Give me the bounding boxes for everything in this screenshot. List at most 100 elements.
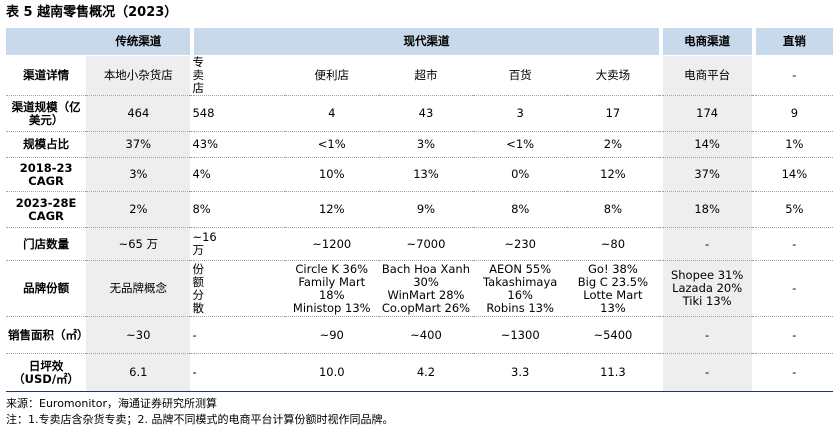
header-corner — [6, 28, 87, 56]
brand-share-line: AEON 55% — [489, 261, 552, 276]
row-label: 2018-23 CAGR — [6, 157, 87, 192]
row-label: 门店数量 — [6, 227, 87, 261]
table-cell: 43 — [378, 95, 474, 132]
table-row: 日坪效（USD/㎡） 6.1-10.0 4.2 3.3 11.3- - — [6, 353, 833, 392]
table-cell: ~16 万 — [190, 227, 217, 261]
table-cell: Shopee 31% Lazada 20% Tiki 13% — [662, 260, 752, 317]
table-cell: 12% — [284, 191, 379, 228]
table-cell: - — [755, 353, 833, 392]
row-label: 日坪效（USD/㎡） — [6, 353, 87, 392]
table-cell: 37% — [662, 157, 752, 192]
brand-share-line: Circle K 36% — [295, 261, 369, 276]
brand-share-line: Co.opMart 26% — [381, 300, 471, 315]
row-label: 2023-28E CAGR — [6, 191, 87, 228]
brand-share-line: Family Mart 18% — [298, 274, 366, 302]
brand-share-line: Bach Hoa Xanh 30% — [381, 261, 471, 289]
brand-share-line: Lotte Mart 13% — [583, 287, 643, 315]
table-cell: 18% — [662, 191, 752, 228]
table-cell: ~30 — [86, 316, 191, 354]
table-cell: - — [190, 316, 197, 354]
table-cell: 无品牌概念 — [86, 260, 191, 317]
table-cell: 份额分散 — [190, 260, 204, 317]
table-cell: 10% — [284, 157, 379, 192]
table-cell: 大卖场 — [567, 55, 659, 96]
table-cell: - — [755, 316, 833, 354]
table-cell: 百货 — [473, 55, 568, 96]
brand-share-line: Lazada 20% — [672, 281, 743, 295]
table-cell: 4 — [284, 95, 379, 132]
table-cell: 超市 — [378, 55, 474, 96]
table-cell: - — [662, 353, 752, 392]
table-cell: 4.2 — [378, 353, 474, 392]
row-label: 销售面积（㎡） — [6, 316, 89, 354]
table-cell: ~7000 — [378, 227, 474, 261]
table-cell: - — [755, 55, 833, 96]
table-cell: ~80 — [567, 227, 659, 261]
table-cell: - — [662, 316, 752, 354]
brand-share-line: WinMart 28% — [387, 287, 465, 302]
table-cell: 3 — [473, 95, 568, 132]
table-body: 渠道详情本地小杂货店专卖店便利店超市百货大卖场电商平台-渠道规模（亿美元）464… — [6, 55, 833, 392]
group-header-row: 传统渠道 现代渠道 电商渠道 直销 — [6, 28, 833, 56]
brand-share-line: Shopee 31% — [670, 268, 744, 282]
brand-share-line: Go! 38% — [588, 261, 638, 276]
table-cell: 3% — [378, 131, 474, 158]
source-note: 来源：Euromonitor，海通证券研究所测算 — [6, 397, 217, 410]
table-cell: 2% — [567, 131, 659, 158]
table-cell: 6.1 — [86, 353, 191, 392]
table-cell: 2% — [86, 191, 191, 228]
table-cell: 专卖店 — [190, 55, 204, 96]
brand-share-line: Tiki 13% — [682, 294, 732, 308]
table-cell: 14% — [662, 131, 752, 158]
table-cell: Circle K 36% Family Mart 18% Ministop 13% — [284, 260, 379, 317]
table-cell: 37% — [86, 131, 191, 158]
table-cell: <1% — [473, 131, 568, 158]
table-cell: 4% — [190, 157, 211, 192]
table-cell: 8% — [567, 191, 659, 228]
table-cell: 174 — [662, 95, 752, 132]
table-cell: 10.0 — [284, 353, 379, 392]
table-cell: - — [755, 227, 833, 261]
table-cell: 本地小杂货店 — [86, 55, 191, 96]
table-cell: 13% — [378, 157, 474, 192]
table-cell: 3% — [86, 157, 191, 192]
retail-overview-table: 传统渠道 现代渠道 电商渠道 直销 渠道详情本地小杂货店专卖店 便利店超市百货大卖… — [6, 28, 833, 392]
table-row: 销售面积（㎡） ~30- ~90 ~400 ~1300 ~5400- - — [6, 316, 833, 354]
row-label: 品牌份额 — [6, 260, 87, 317]
table-cell: 548 — [190, 95, 214, 132]
brand-share-line: Robins 13% — [486, 300, 554, 315]
table-cell: ~400 — [378, 316, 474, 354]
table-cell: 0% — [473, 157, 568, 192]
table-cell: 1% — [755, 131, 833, 158]
table-cell: 3.3 — [473, 353, 568, 392]
table-title: 表 5 越南零售概况（2023） — [6, 5, 178, 20]
table-cell: Bach Hoa Xanh 30% WinMart 28% Co.opMart 26… — [378, 260, 474, 317]
table-cell: Go! 38% Big C 23.5% Lotte Mart 13% — [567, 260, 659, 317]
table-cell: 便利店 — [284, 55, 379, 96]
table-cell: 11.3 — [567, 353, 659, 392]
table-cell: 8% — [190, 191, 211, 228]
group-traditional: 传统渠道 — [86, 28, 191, 56]
brand-share-line: Ministop 13% — [292, 300, 371, 315]
table-cell: - — [662, 227, 752, 261]
row-label: 渠道详情 — [6, 55, 87, 96]
table-cell: 43% — [190, 131, 218, 158]
footnote: 注：1.专卖店含杂货专卖；2. 品牌不同模式的电商平台计算份额时视作同品牌。 — [6, 413, 394, 426]
table-cell: ~1300 — [473, 316, 568, 354]
row-label: 渠道规模（亿美元） — [6, 95, 87, 132]
table-row: 品牌份额无品牌概念份额分散 Circle K 36%Family Mart 18%… — [6, 260, 833, 317]
table-cell: ~1200 — [284, 227, 379, 261]
table-cell: - — [190, 353, 197, 392]
brand-share-line: Big C 23.5% — [577, 274, 649, 289]
table-cell: 9 — [755, 95, 833, 132]
table-cell: 17 — [567, 95, 659, 132]
table-cell: ~65 万 — [86, 227, 191, 261]
table-row: 门店数量~65 万~16 万~1200~7000~230~80-- — [6, 227, 833, 261]
group-direct: 直销 — [755, 28, 833, 56]
table-cell: 电商平台 — [662, 55, 752, 96]
